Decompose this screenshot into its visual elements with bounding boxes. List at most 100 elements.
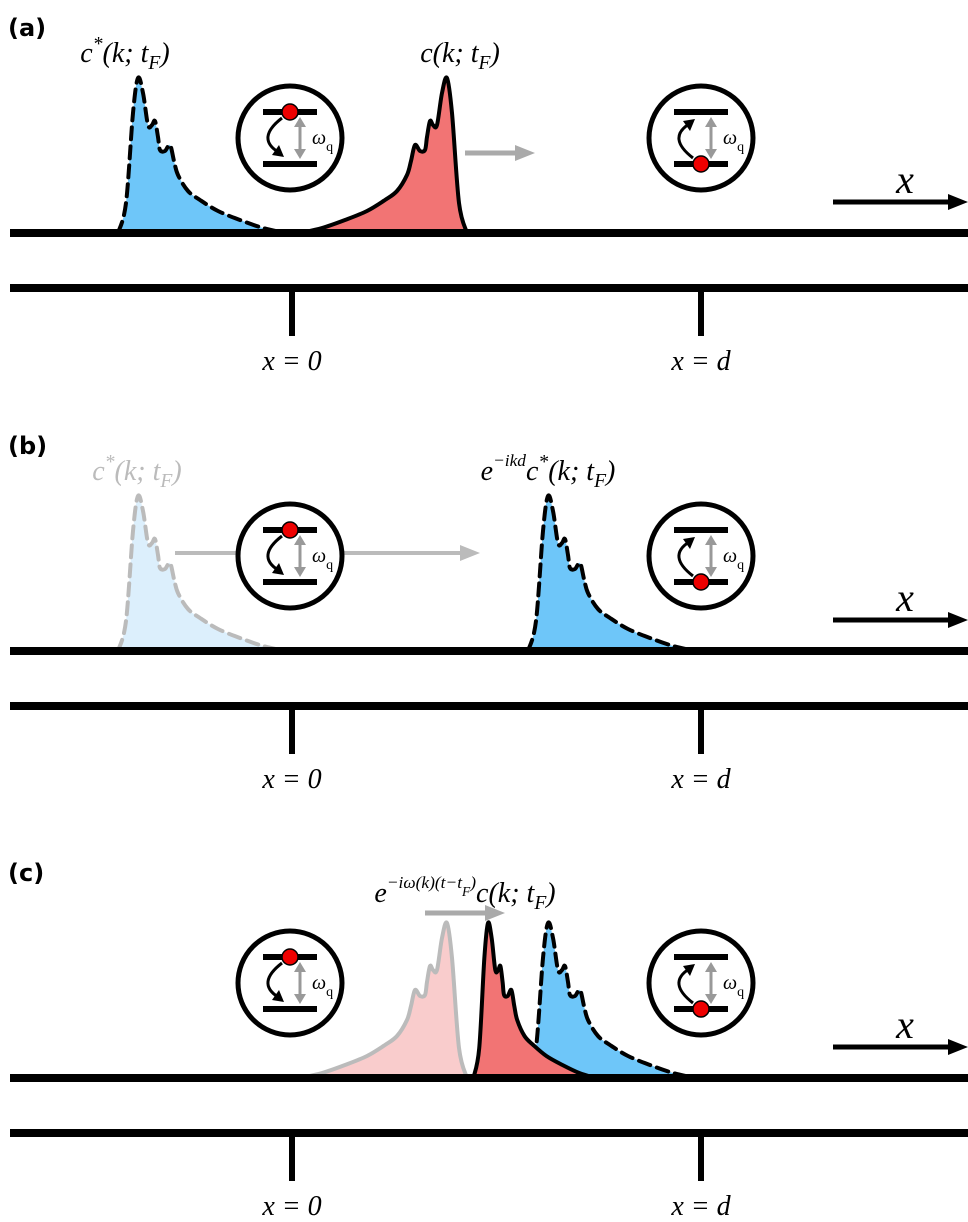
label-part: ) [469,873,476,892]
math-label: ωq [723,127,744,155]
transition-head [294,149,306,159]
transition-head [294,535,306,545]
label-part: F [461,884,471,899]
pulse-propagated [473,922,596,1078]
math-label: e−ikdc*(k; tF) [481,451,616,492]
axis-label: x [895,157,914,202]
position-label: x = 0 [261,346,321,377]
position-label: x = 0 [261,1191,321,1222]
label-part: c [80,38,93,69]
label-part: c [476,878,489,909]
atom [235,83,345,193]
pulse-faded [118,495,285,651]
label-part: ω [312,972,326,994]
pulse-faded [300,922,467,1078]
transition-head [705,567,717,577]
decay-arrow [677,967,694,1005]
label-part: q [326,558,333,573]
label-part: F [533,893,547,914]
axis-arrow-head [948,1039,968,1055]
axis-label: x [895,1002,914,1047]
label-part: ω [723,127,737,149]
label-part: q [737,140,744,155]
atom [235,501,345,611]
label-part: −ikd [493,451,526,470]
decay-arrow-head [683,537,695,549]
motion-arrow-head [485,905,505,921]
transition-head [294,962,306,972]
decay-arrow-head [272,145,284,157]
transition-head [294,567,306,577]
position-label: x = d [670,764,731,795]
label-part: * [538,452,548,473]
position-label: x = d [670,346,731,377]
electron [692,155,710,173]
electron [692,1000,710,1018]
decay-arrow-head [272,563,284,575]
label-part: q [737,558,744,573]
label-part: q [326,985,333,1000]
pulse-faded-outline [116,493,287,653]
panel-label: (b) [8,432,47,460]
label-part: ) [170,456,181,487]
transition-head [705,535,717,545]
label-part: ω [723,972,737,994]
transition-head [705,962,717,972]
math-label: c*(k; tF) [80,34,169,74]
pulse-conjugate-outline [116,75,287,235]
math-label: ωq [312,545,333,573]
label-part: (k; t [433,38,480,69]
axis-label: x [895,575,914,620]
transition-head [294,994,306,1004]
decay-arrow-head [683,964,695,976]
math-label: ωq [312,127,333,155]
position-label: x = d [670,1191,731,1222]
pulse-faded-outline [298,920,469,1080]
label-part: F [159,471,173,492]
atom [646,83,756,193]
label-part: * [105,452,115,473]
decay-arrow [677,540,694,578]
decay-arrow [677,122,694,160]
pulse-conjugate [528,922,695,1078]
label-part: F [147,53,161,74]
label-part: * [93,34,103,55]
label-part: (k; t [488,878,535,909]
transition-head [294,117,306,127]
decay-arrow-head [683,119,695,131]
label-part: ) [544,878,555,909]
axis-arrow-head [948,194,968,210]
label-part: F [593,471,607,492]
decay-arrow [266,961,283,999]
transition-head [705,994,717,1004]
label-part: q [737,985,744,1000]
pulse-shifted [528,495,695,651]
panel-label: (c) [8,859,44,887]
label-part: c [92,456,105,487]
electron [281,948,299,966]
label-part: c [420,38,433,69]
transition-head [705,117,717,127]
pulse-conjugate [118,77,285,233]
pulse [300,77,467,233]
motion-arrow-head [460,545,480,561]
atom [235,928,345,1038]
math-label: ωq [312,972,333,1000]
label-part: (k; t [103,38,150,69]
decay-arrow [266,534,283,572]
label-part: −iω(k)(t−t [387,873,463,892]
axis-arrow-head [948,612,968,628]
panel-label: (a) [8,14,46,42]
atom [646,501,756,611]
electron [281,521,299,539]
decay-arrow-head [272,990,284,1002]
label-part: c [526,456,539,487]
label-part: (k; t [115,456,162,487]
label-part: e [374,878,386,909]
math-label: c(k; tF) [420,38,500,74]
label-part: ω [723,545,737,567]
math-label: ωq [723,972,744,1000]
math-label: ωq [723,545,744,573]
pulse-conjugate-outline [526,920,697,1080]
transition-head [705,149,717,159]
